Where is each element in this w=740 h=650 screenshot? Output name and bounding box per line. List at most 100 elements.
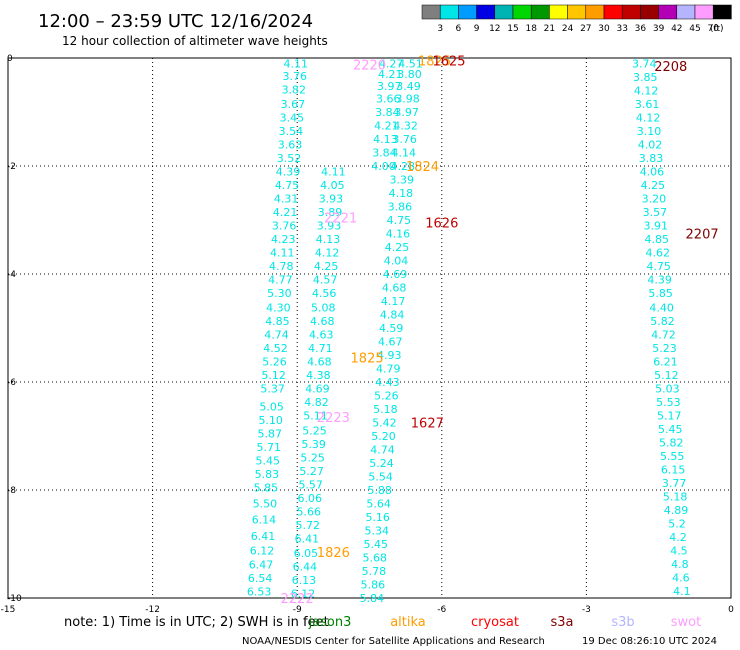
wave-height-point: 3.89 <box>318 206 343 219</box>
wave-height-point: 3.54 <box>279 125 304 138</box>
wave-height-point: 5.2 <box>668 517 686 530</box>
wave-height-point: 5.83 <box>255 468 280 481</box>
wave-height-point: 4.39 <box>276 165 301 178</box>
wave-height-point: 4.18 <box>389 187 414 200</box>
y-tick-labels: 0 -2 -4 -6 -8 -10 <box>7 54 22 604</box>
wave-height-point: 4.12 <box>636 111 661 124</box>
wave-height-point: 5.78 <box>362 565 387 578</box>
colorbar-tick-label: 6 <box>456 24 462 34</box>
colorbar-swatch <box>658 4 678 20</box>
colorbar-swatch <box>476 4 496 20</box>
wave-height-point: 4.56 <box>312 287 337 300</box>
satellite-legend-item: s3b <box>611 615 634 630</box>
satellite-legend-item: jason3 <box>308 615 352 630</box>
wave-height-point: 6.13 <box>292 574 317 587</box>
pass-time-label: 2223 <box>317 411 350 426</box>
wave-height-point: 5.18 <box>663 490 688 503</box>
wave-height-point: 4.77 <box>268 273 293 286</box>
wave-height-point: 3.20 <box>642 192 667 205</box>
colorbar-tick-label: 45 <box>689 24 700 34</box>
wave-height-point: 4.78 <box>269 260 294 273</box>
wave-height-point: 3.39 <box>390 174 415 187</box>
wave-height-point: 6.12 <box>250 544 275 557</box>
wave-height-point: 4.74 <box>370 444 395 457</box>
colorbar-swatch <box>640 4 659 20</box>
wave-height-point: 5.57 <box>298 479 323 492</box>
y-tick-label: -8 <box>7 486 16 496</box>
wave-height-point: 4.16 <box>386 228 411 241</box>
wave-height-point: 5.45 <box>364 538 389 551</box>
wave-height-point: 3.76 <box>283 70 308 83</box>
wave-height-point: 4.1 <box>673 585 691 598</box>
colorbar-swatch <box>458 4 477 20</box>
wave-height-point: 4.05 <box>320 179 345 192</box>
wave-height-point: 4.75 <box>646 260 671 273</box>
wave-height-point: 4.72 <box>651 328 676 341</box>
wave-height-point: 3.76 <box>392 133 417 146</box>
wave-height-point: 5.20 <box>371 430 396 443</box>
colorbar-tick-label: 12 <box>489 24 500 34</box>
wave-height-point: 4.00 <box>371 160 396 173</box>
footer-credit: NOAA/NESDIS Center for Satellite Applica… <box>242 636 545 647</box>
x-tick-label: -9 <box>293 605 302 615</box>
wave-height-point: 3.66 <box>376 93 401 106</box>
x-tick-label: -12 <box>145 605 160 615</box>
wave-height-point: 6.53 <box>247 586 272 599</box>
wave-height-point: 5.66 <box>297 506 322 519</box>
wave-height-point: 4.68 <box>307 355 332 368</box>
wave-height-point: 4.52 <box>263 342 288 355</box>
wave-height-point: 4.79 <box>376 363 401 376</box>
chart-title: 12:00 – 23:59 UTC 12/16/2024 <box>38 11 313 32</box>
wave-height-point: 3.80 <box>397 68 422 81</box>
wave-height-point: 3.49 <box>396 80 421 93</box>
wave-height-point: 3.97 <box>377 80 402 93</box>
wave-height-point: 6.54 <box>248 572 273 585</box>
wave-height-point: 5.72 <box>296 519 321 532</box>
wave-height-point: 4.6 <box>672 571 690 584</box>
wave-height-point: 5.45 <box>256 454 281 467</box>
x-tick-label: 0 <box>728 605 734 615</box>
wave-height-point: 4.8 <box>671 558 689 571</box>
wave-height-point: 4.68 <box>382 282 407 295</box>
wave-height-point: 5.37 <box>260 382 285 395</box>
wave-height-point: 4.2 <box>669 531 687 544</box>
wave-height-point: 4.28 <box>391 160 416 173</box>
wave-height-point: 4.69 <box>305 382 330 395</box>
wave-height-point: 3.76 <box>272 219 297 232</box>
wave-height-point: 3.86 <box>388 201 413 214</box>
colorbar-tick-label: 3 <box>437 24 443 34</box>
colorbar-swatch <box>603 4 623 20</box>
y-tick-label: -4 <box>7 270 16 280</box>
wave-height-point: 3.74 <box>632 57 657 70</box>
wave-height-point: 5.25 <box>300 452 325 465</box>
colorbar-tick-label: 21 <box>544 24 555 34</box>
wave-height-point: 4.93 <box>377 349 402 362</box>
colorbar-tick-label: 33 <box>616 24 627 34</box>
wave-height-point: 3.93 <box>317 219 342 232</box>
wave-height-point: 3.10 <box>637 125 662 138</box>
wave-height-point: 4.89 <box>664 504 689 517</box>
wave-height-point: 4.23 <box>271 233 296 246</box>
pass-time-label: 2221 <box>324 211 357 226</box>
wave-height-point: 5.18 <box>373 403 398 416</box>
wave-height-point: 5.30 <box>267 287 292 300</box>
colorbar-tick-label: 30 <box>598 24 610 34</box>
wave-height-point: 4.11 <box>270 246 295 259</box>
wave-height-point: 5.12 <box>654 369 679 382</box>
wave-height-point: 4.57 <box>313 273 338 286</box>
plot-frame <box>7 57 732 599</box>
colorbar-swatch <box>530 4 550 20</box>
pass-time-label: 1825 <box>351 352 384 367</box>
wave-height-point: 4.39 <box>647 273 672 286</box>
wave-height-point: 6.47 <box>249 559 274 572</box>
wave-height-point: 6.41 <box>251 530 276 543</box>
wave-height-point: 5.85 <box>254 481 279 494</box>
wave-height-point: 5.12 <box>261 369 286 382</box>
colorbar-tick-label: 27 <box>580 24 591 34</box>
wave-height-point: 4.12 <box>315 246 340 259</box>
pass-time-label: 1625 <box>432 55 465 70</box>
colorbar-tick-label: 15 <box>507 24 518 34</box>
wave-height-point: 5.05 <box>259 400 284 413</box>
wave-height-point: 3.83 <box>639 152 664 165</box>
pass-time-label: 1824 <box>406 160 439 175</box>
